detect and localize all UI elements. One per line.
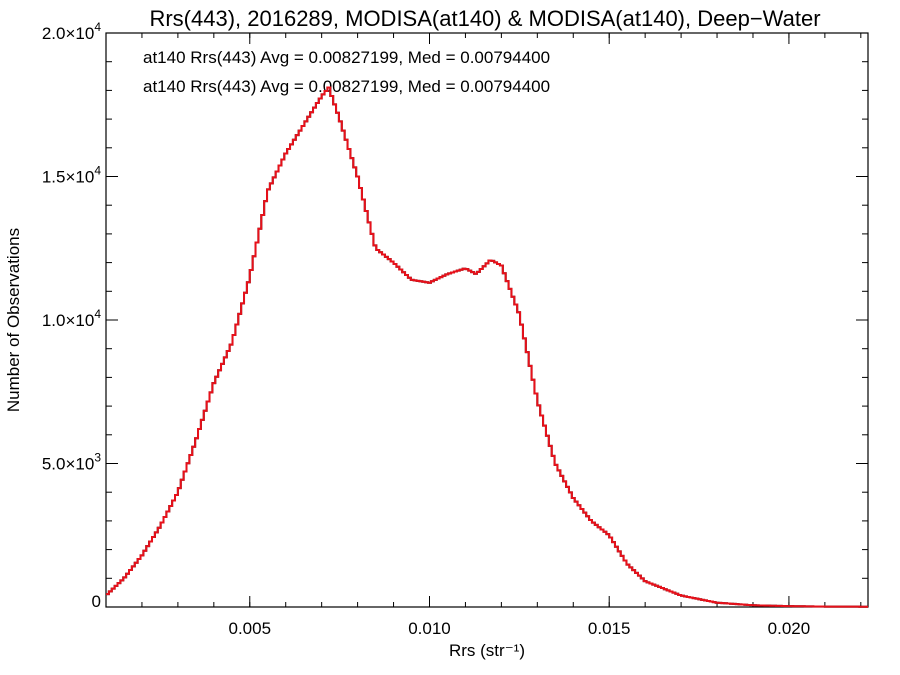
y-tick-label: 0 [92, 592, 101, 611]
annotation-red: at140 Rrs(443) Avg = 0.00827199, Med = 0… [143, 77, 550, 96]
y-axis-label: Number of Observations [4, 228, 23, 412]
y-tick-label: 2.0×104 [42, 20, 101, 43]
x-tick-label: 0.005 [229, 619, 272, 638]
chart-title: Rrs(443), 2016289, MODISA(at140) & MODIS… [149, 6, 820, 31]
plot-frame [105, 32, 869, 608]
y-tick-label: 1.5×104 [42, 164, 101, 187]
y-tick-label: 5.0×103 [42, 451, 101, 474]
x-tick-label: 0.010 [408, 619, 451, 638]
x-axis-label: Rrs (str⁻¹) [449, 641, 525, 660]
x-tick-label: 0.020 [768, 619, 811, 638]
x-tick-label: 0.015 [588, 619, 631, 638]
histogram-series-black [106, 86, 868, 608]
y-tick-label: 1.0×104 [42, 307, 101, 330]
histogram-series-red [106, 86, 868, 608]
annotation-black: at140 Rrs(443) Avg = 0.00827199, Med = 0… [143, 48, 550, 67]
